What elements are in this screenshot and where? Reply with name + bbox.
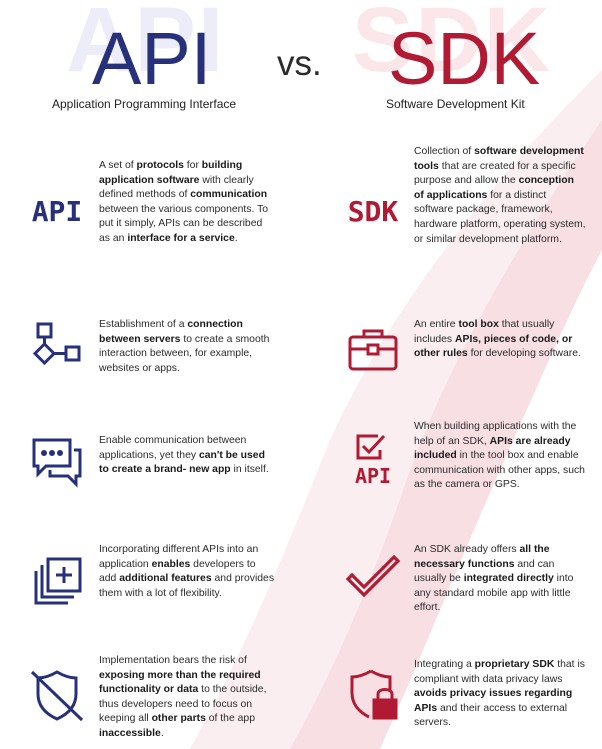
body-text: that is compliant with data privacy laws [414,659,585,685]
body-text: and can usually be [414,558,555,585]
body-text: When building applications with the help… [414,421,577,447]
emphasis-text: APIs, pieces of code, or other rules [414,333,573,360]
api-title: API [92,17,212,100]
api-description: A set of protocols for building applicat… [99,159,274,247]
sdk-description: An entire tool box that usually includes… [414,318,586,362]
sdk-watermark: SDK [352,0,553,91]
emphasis-text: can't be used to create a brand- new app [99,449,265,476]
body-text: of the app [205,713,255,725]
body-text: Collection of [414,146,475,157]
body-text: for [183,160,202,171]
body-text: A set of [99,160,137,171]
body-text: Incorporating different APIs into an app… [99,544,259,570]
body-text: that are created for a specific purpose … [414,160,576,187]
body-text: Enable communication between application… [99,435,247,461]
body-text: that usually includes [414,319,555,345]
emphasis-text: protocols [136,160,184,171]
versus-label: vs. [277,44,322,83]
sdk-description: An SDK already offers all the necessary … [414,543,586,616]
api-description: Enable communication between application… [99,434,274,478]
svg-text:API: API [32,195,83,228]
api-description: Establishment of a connection between se… [99,318,274,376]
emphasis-text: interface for a service [127,232,235,244]
body-text: Implementation bears the risk of [99,655,247,666]
body-text: An entire [414,319,459,330]
sdk-title: SDK [388,17,541,100]
emphasis-text: software development tools [414,146,584,172]
emphasis-text: communication [190,189,268,201]
body-text: developers to add [99,558,256,585]
body-text: . [160,727,164,739]
api-watermark: API [66,0,226,91]
svg-text:API: API [355,464,391,488]
emphasis-text: all the necessary functions [414,544,550,570]
sdk-description: Collection of software development tools… [414,145,586,247]
checkbox-api-icon: API [344,430,402,488]
toolbox-icon [344,321,402,379]
add-layers-icon [28,551,86,609]
emphasis-text: other parts [151,713,206,725]
sdk-description: When building applications with the help… [414,420,586,493]
body-text: between the various components. To put i… [99,203,269,244]
emphasis-text: connection between servers [99,319,243,345]
body-text: . [234,232,238,244]
emphasis-text: exposing more than the required function… [99,669,261,696]
api-text-icon: API [28,181,86,239]
header: API SDK API vs. SDK Application Programm… [0,0,602,130]
shield-off-icon [28,666,86,724]
sdk-text-icon: SDK [344,181,402,239]
body-text: in itself. [230,464,269,476]
emphasis-text: additional features [119,573,212,585]
body-text: and their access to external servers. [414,702,568,729]
network-connection-icon [28,318,86,376]
svg-text:SDK: SDK [348,195,399,228]
sdk-subtitle: Software Development Kit [386,97,525,111]
chat-bubbles-icon [28,434,86,492]
emphasis-text: tool box [458,319,499,330]
body-text: Establishment of a [99,319,188,330]
api-subtitle: Application Programming Interface [52,97,237,111]
emphasis-text: enables [151,558,191,570]
emphasis-text: APIs are already included [414,435,571,462]
emphasis-text: integrated directly [463,573,554,585]
body-text: Integrating a [414,659,475,670]
shield-lock-icon [344,666,402,724]
body-text: to the outside, thus developers need to … [99,684,267,725]
sdk-description: Integrating a proprietary SDK that is co… [414,658,586,731]
emphasis-text: avoids privacy issues regarding APIs [414,688,573,714]
body-text: with clearly defined methods of [99,174,254,201]
emphasis-text: conception of applications [414,175,574,201]
emphasis-text: inaccessible [99,727,161,739]
body-text: to create a smooth interaction between, … [99,333,270,374]
body-text: An SDK already offers [414,544,520,555]
checkmark-icon [344,549,402,607]
body-text: for developing software. [467,348,581,360]
emphasis-text: building application software [99,160,243,186]
body-text: into any standard mobile app with little… [414,573,574,614]
api-description: Incorporating different APIs into an app… [99,543,274,601]
body-text: for a distinct software package, framewo… [414,189,586,245]
emphasis-text: proprietary SDK [474,659,555,670]
body-text: in the tool box and enable communication… [414,450,585,491]
api-description: Implementation bears the risk of exposin… [99,654,274,742]
body-text: and provides them with a lot of flexibil… [99,573,275,599]
